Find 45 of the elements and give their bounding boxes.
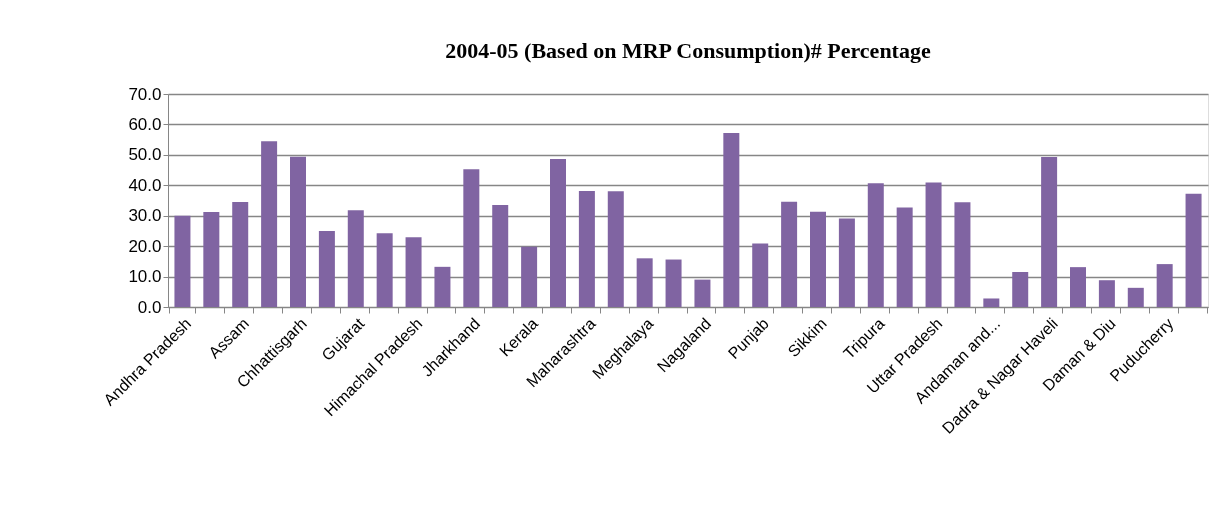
bar	[752, 243, 769, 307]
bar	[694, 279, 711, 307]
bar	[521, 246, 538, 307]
bar	[896, 207, 913, 307]
bar	[203, 212, 220, 307]
chart-title: 2004-05 (Based on MRP Consumption)# Percentage	[445, 38, 931, 63]
bar	[925, 182, 942, 307]
bar	[434, 266, 451, 307]
bar	[607, 191, 624, 307]
bar	[174, 215, 191, 307]
y-tick-label: 20.0	[128, 236, 162, 256]
bar	[1041, 156, 1058, 307]
bar	[1156, 264, 1173, 307]
bar	[1012, 272, 1029, 307]
bar	[983, 298, 1000, 307]
bar	[665, 259, 682, 307]
bar	[318, 230, 335, 307]
bar	[867, 183, 884, 307]
bar	[636, 258, 653, 307]
bar	[810, 211, 826, 307]
bar	[550, 159, 566, 307]
y-tick-label: 50.0	[128, 145, 162, 165]
bar	[1070, 267, 1086, 307]
bar	[232, 202, 249, 307]
y-tick-label: 30.0	[128, 206, 162, 226]
y-tick-label: 40.0	[128, 175, 162, 195]
bar	[463, 169, 480, 307]
bar	[290, 156, 306, 307]
y-tick-label: 0.0	[137, 297, 162, 317]
y-tick-label: 70.0	[128, 84, 162, 104]
bar	[376, 233, 393, 307]
bar	[723, 132, 740, 307]
bar	[347, 210, 364, 307]
bar	[1098, 280, 1115, 307]
bar	[1185, 193, 1202, 307]
bar	[261, 141, 278, 307]
bar	[578, 191, 595, 307]
bar	[1127, 287, 1144, 307]
bar	[492, 205, 509, 307]
y-tick-label: 10.0	[128, 267, 162, 287]
y-tick-label: 60.0	[128, 114, 162, 134]
bar	[781, 201, 798, 307]
bar	[405, 237, 422, 307]
bar	[838, 218, 855, 307]
bar	[954, 202, 971, 307]
